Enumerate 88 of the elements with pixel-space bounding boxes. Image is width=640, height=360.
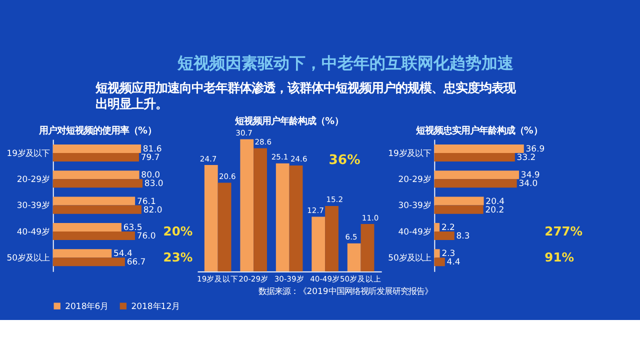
- data-label: 83.0: [144, 179, 164, 190]
- x-tick-label: 30-39岁: [274, 274, 304, 284]
- x-tick-label: 40-49岁: [310, 274, 340, 284]
- text: 91%: [544, 250, 574, 264]
- bar: [434, 231, 454, 240]
- bar: [434, 249, 440, 258]
- bar: [434, 144, 524, 153]
- data-label: 33.2: [516, 153, 536, 164]
- data-label: 28.6: [254, 137, 272, 146]
- bar: [52, 144, 142, 153]
- bar: [347, 243, 361, 272]
- text: 23%: [163, 250, 193, 264]
- data-label: 20.6: [218, 172, 236, 181]
- data-label: 76.0: [136, 232, 156, 242]
- data-label: 66.7: [126, 258, 146, 268]
- data-label: 6.5: [345, 232, 358, 242]
- annotation: 36%: [328, 152, 360, 168]
- bar: [360, 224, 374, 272]
- chart-title: 短视频忠实用户年龄构成（%）: [414, 126, 542, 137]
- bar: [434, 152, 515, 162]
- bar: [434, 196, 484, 206]
- x-tick-label: 50岁及以上: [340, 274, 382, 284]
- bar: [434, 170, 520, 180]
- bar: [52, 170, 140, 180]
- data-label: 34.9: [520, 170, 540, 181]
- source-note: 数据来源：《2019中国网络视听发展研究报告》: [258, 287, 432, 298]
- data-label: 81.6: [142, 144, 162, 155]
- data-label: 15.2: [326, 195, 344, 204]
- data-label: 2.3: [442, 249, 456, 260]
- x-tick-label: 19岁及以下: [197, 274, 239, 284]
- bar: [434, 179, 517, 188]
- data-label: 8.3: [456, 232, 470, 242]
- bar: [434, 258, 445, 266]
- bar: [289, 165, 303, 272]
- bar: [52, 222, 122, 232]
- bar: [240, 139, 254, 272]
- data-label: 24.7: [200, 154, 217, 164]
- legend-label: 2018年6月: [65, 302, 108, 312]
- y-tick-label: 20-29岁: [16, 174, 50, 185]
- data-label: 36.9: [526, 144, 545, 155]
- y-tick-label: 30-39岁: [398, 201, 431, 212]
- x-tick-label: 20-29岁: [238, 274, 269, 284]
- y-tick-label: 30-39岁: [16, 201, 50, 212]
- y-tick-label: 50岁及以上: [6, 253, 50, 264]
- bar: [276, 163, 290, 272]
- bar: [312, 216, 326, 272]
- data-label: 25.1: [271, 152, 288, 162]
- bar: [325, 206, 338, 272]
- data-label: 79.7: [140, 153, 160, 164]
- bar: [52, 231, 135, 240]
- data-label: 24.6: [290, 154, 308, 164]
- data-label: 76.1: [136, 196, 156, 207]
- data-label: 80.0: [141, 170, 160, 181]
- data-label: 82.0: [143, 205, 162, 216]
- bar: [52, 196, 136, 206]
- data-label: 54.4: [114, 249, 132, 260]
- legend-label: 2018年12月: [131, 302, 180, 312]
- chart-title: 短视频用户年龄构成（%）: [234, 116, 344, 128]
- text: 短视频因素驱动下，中老年的互联网化趋势加速: [176, 53, 514, 72]
- data-label: 34.0: [518, 179, 538, 190]
- bar: [52, 179, 143, 188]
- data-label: 4.4: [446, 258, 460, 268]
- bar: [218, 182, 232, 272]
- y-tick-label: 50岁及以上: [388, 253, 431, 264]
- data-label: 30.7: [236, 128, 253, 138]
- bar: [204, 165, 218, 272]
- text: 20%: [163, 224, 193, 238]
- y-tick-label: 40-49岁: [398, 227, 431, 238]
- data-label: 20.2: [485, 205, 504, 216]
- bar: [254, 148, 267, 272]
- y-tick-label: 19岁及以下: [6, 148, 50, 159]
- bar: [434, 222, 440, 232]
- bar: [52, 249, 112, 258]
- chart-title: 用户对短视频的使用率（%）: [38, 126, 156, 137]
- y-tick-label: 20-29岁: [398, 174, 431, 185]
- text: 短视频应用加速向中老年群体渗透，该群体中短视频用户的规模、忠实度均表现出明显上升。: [94, 81, 516, 112]
- bar: [434, 205, 484, 214]
- data-label: 20.4: [486, 196, 505, 207]
- y-tick-label: 19岁及以下: [388, 148, 431, 159]
- bar: [52, 258, 125, 266]
- data-label: 2.2: [441, 223, 455, 234]
- data-label: 11.0: [362, 213, 379, 222]
- y-tick-label: 40-49岁: [16, 227, 50, 238]
- bar: [52, 205, 142, 214]
- data-label: 12.7: [307, 206, 324, 215]
- data-label: 63.5: [123, 223, 142, 234]
- text: 277%: [544, 224, 583, 238]
- bar: [52, 152, 139, 162]
